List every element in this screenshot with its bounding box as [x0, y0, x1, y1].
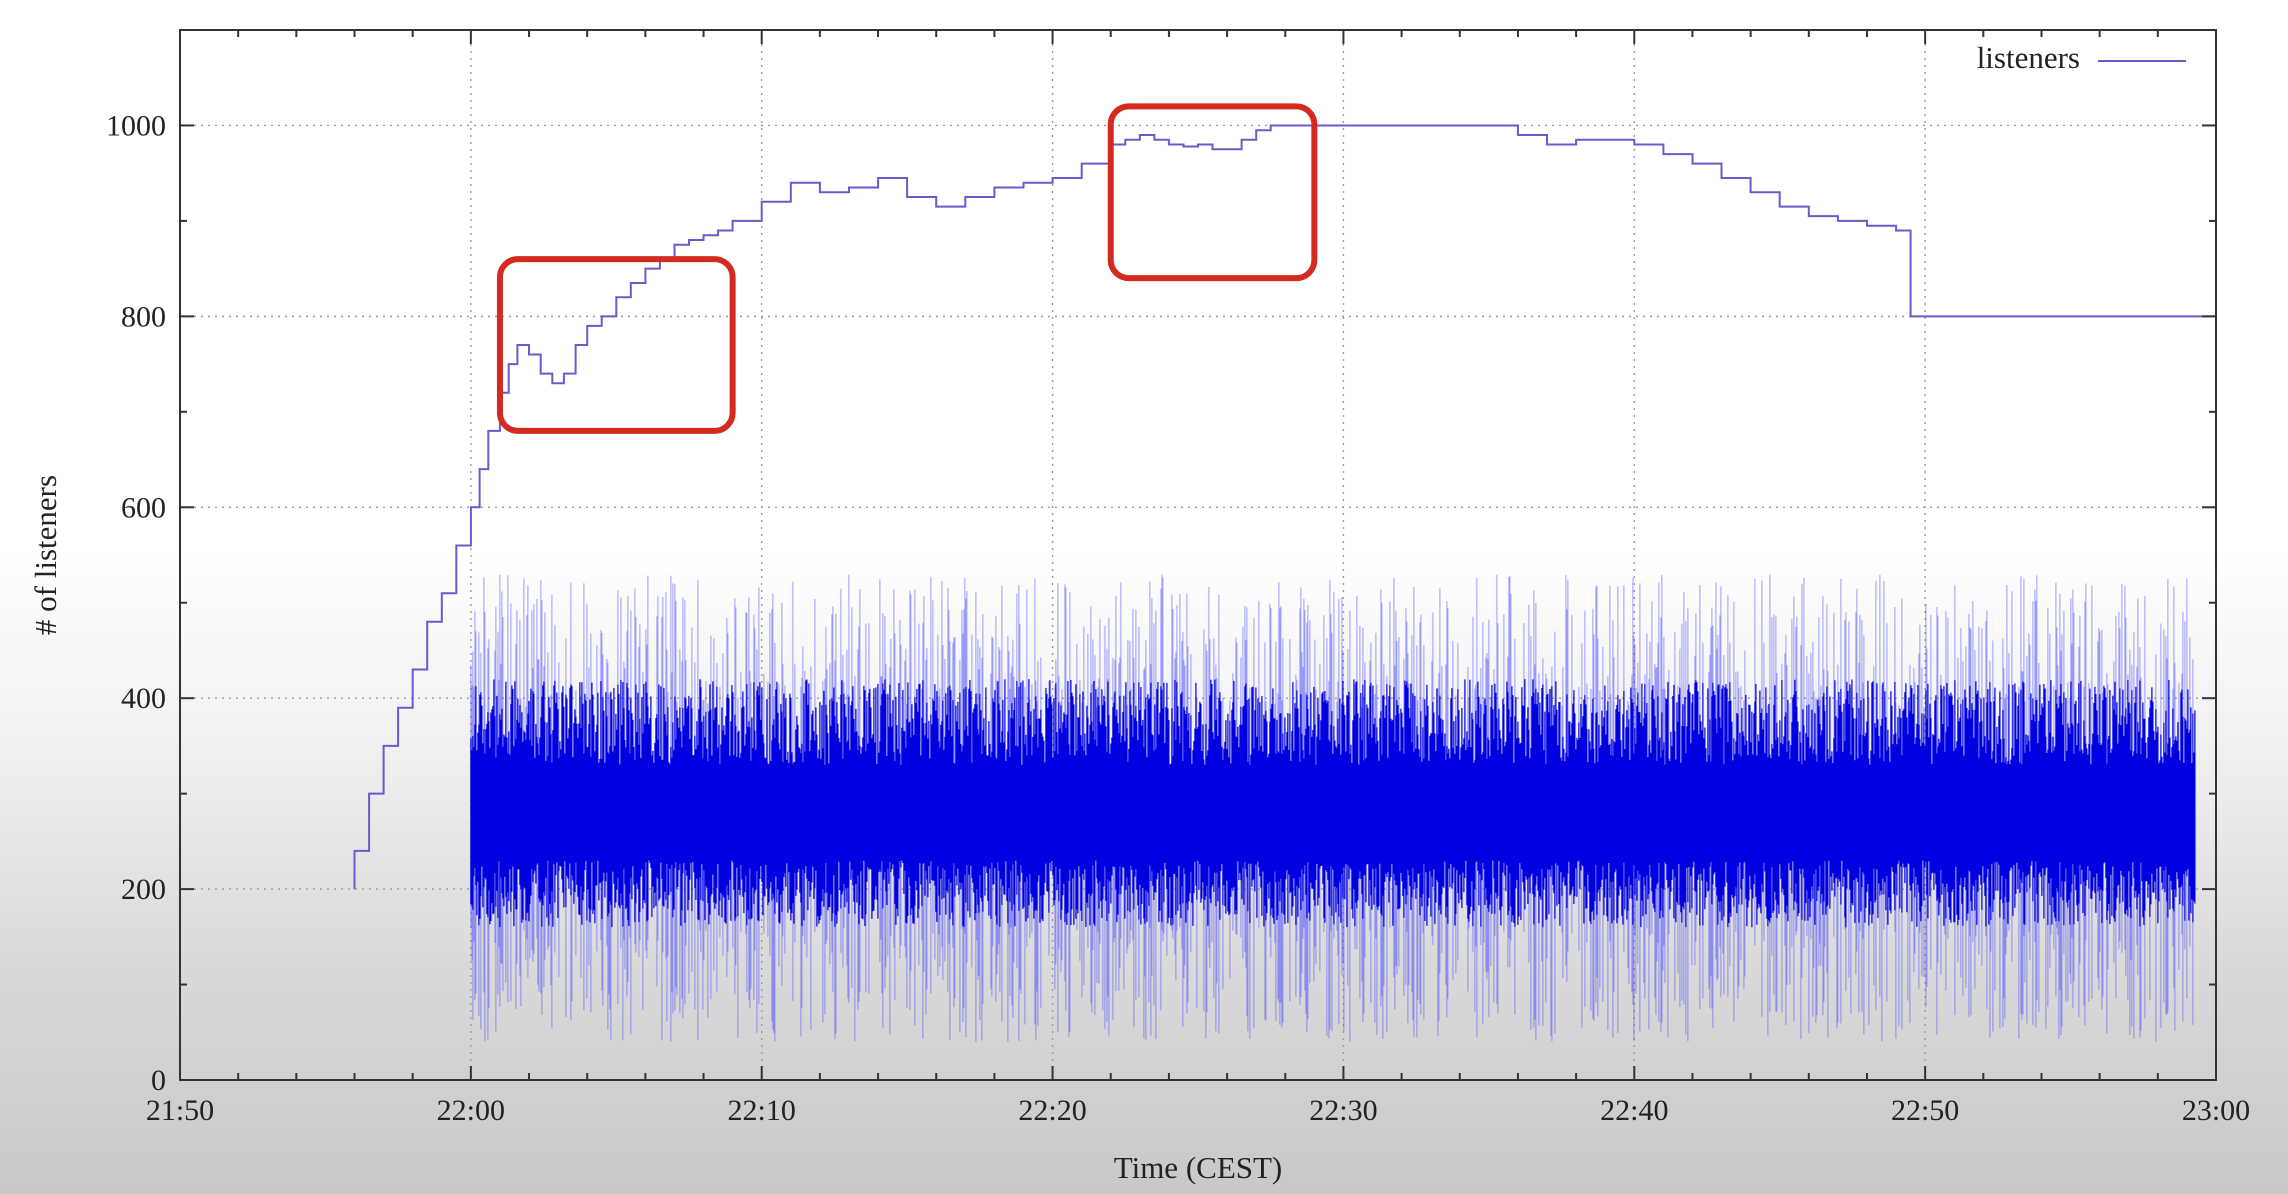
y-tick-label: 0	[151, 1064, 166, 1097]
x-tick-label: 23:00	[2182, 1094, 2250, 1127]
y-tick-label: 400	[121, 682, 166, 715]
tick-labels: 0 200 400 600 800 1000 21:50 22:00 22:10 22:20 22:…	[106, 109, 2250, 1127]
legend-label-listeners: listeners	[1977, 40, 2080, 75]
x-tick-label: 21:50	[146, 1094, 214, 1127]
highlight-boxes	[496, 103, 1318, 434]
y-axis-title: # of listeners	[28, 475, 63, 635]
highlight-box-2	[1107, 103, 1318, 282]
plot-frame	[179, 29, 2217, 1081]
x-tick-label: 22:50	[1891, 1094, 1959, 1127]
y-tick-label: 200	[121, 873, 166, 906]
x-axis-title: Time (CEST)	[1114, 1150, 1283, 1185]
x-tick-label: 22:00	[437, 1094, 505, 1127]
band-core	[470, 679, 2196, 928]
series-listeners	[353, 124, 2216, 890]
y-tick-label: 600	[121, 491, 166, 524]
x-tick-label: 22:30	[1309, 1094, 1377, 1127]
x-tick-label: 22:10	[728, 1094, 796, 1127]
y-tick-label: 1000	[106, 109, 166, 142]
y-tick-label: 800	[121, 300, 166, 333]
series-line-listeners	[353, 124, 2216, 890]
x-tick-label: 22:20	[1018, 1094, 1086, 1127]
legend: listeners	[1977, 40, 2186, 75]
fluctuation-band	[470, 574, 2196, 1042]
axis-ticks	[179, 30, 2217, 1081]
x-tick-label: 22:40	[1600, 1094, 1668, 1127]
highlight-box-1	[496, 256, 736, 434]
